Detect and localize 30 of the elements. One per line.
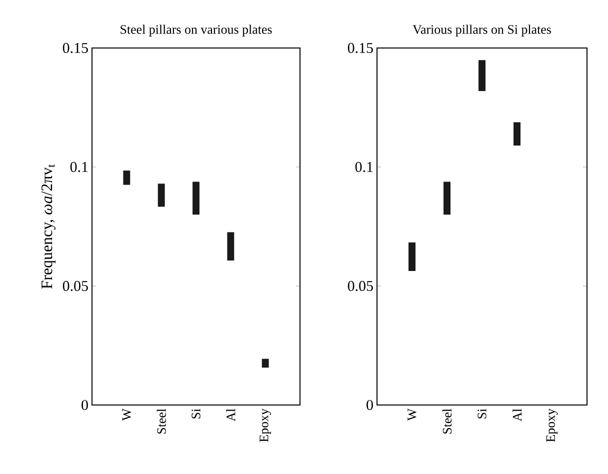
- bar: [227, 232, 234, 261]
- y-tick-label: 0.15: [62, 42, 88, 54]
- bar: [158, 184, 165, 207]
- y-tick-label: 0.1: [355, 162, 373, 172]
- x-tick-label: Si: [478, 408, 486, 418]
- bar: [478, 60, 486, 92]
- chart-title: Various pillars on Si plates: [412, 24, 551, 36]
- y-tick-label: 0.05: [348, 280, 373, 292]
- bar: [123, 170, 130, 185]
- bar: [444, 182, 451, 215]
- bar: [262, 358, 269, 368]
- x-tick-label: Steel: [442, 408, 452, 434]
- chart-title: Steel pillars on various plates: [120, 24, 272, 36]
- y-tick-label: 0: [366, 400, 373, 410]
- y-tick-label: 0.15: [348, 42, 373, 54]
- x-tick-label: W: [122, 408, 132, 421]
- bar: [192, 182, 200, 215]
- bar: [514, 122, 521, 146]
- x-tick-label: W: [408, 408, 416, 421]
- bar: [408, 242, 416, 271]
- x-tick-label: Steel: [156, 408, 166, 434]
- x-tick-label: Epoxy: [546, 408, 558, 442]
- y-axis-title: Frequency, ωa/2πv$_{t}$: [42, 164, 56, 289]
- x-tick-label: Si: [192, 408, 200, 418]
- x-tick-label: Epoxy: [260, 408, 271, 442]
- x-tick-label: Al: [226, 408, 236, 422]
- y-tick-label: 0.05: [62, 280, 88, 292]
- y-tick-label: 0: [82, 400, 88, 410]
- y-tick-label: 0.1: [70, 162, 88, 172]
- x-tick-label: Al: [512, 408, 522, 422]
